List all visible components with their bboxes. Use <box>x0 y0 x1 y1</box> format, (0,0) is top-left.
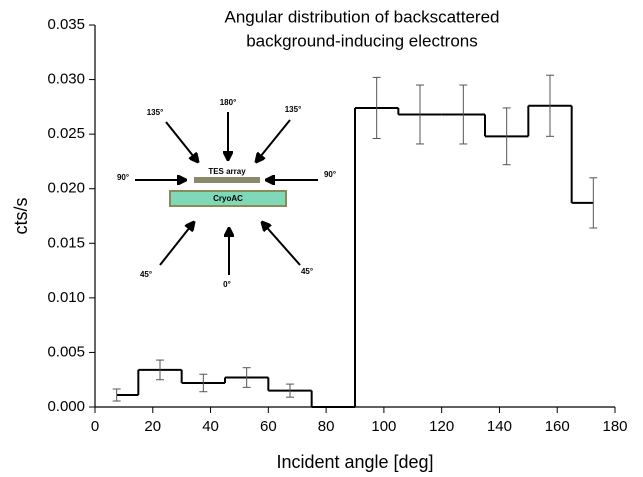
y-tick-label: 0.030 <box>47 71 85 88</box>
x-tick-label: 60 <box>260 418 277 435</box>
inset-label: 0° <box>223 280 231 289</box>
inset-diagram <box>135 112 318 275</box>
y-tick-label: 0.005 <box>47 343 85 360</box>
y-tick-label: 0.020 <box>47 180 85 197</box>
x-tick-label: 20 <box>144 418 161 435</box>
x-tick-label: 40 <box>202 418 219 435</box>
x-tick-label: 100 <box>371 418 396 435</box>
arrow <box>165 121 198 162</box>
y-tick-label: 0.025 <box>47 125 85 142</box>
x-tick-label: 0 <box>91 418 99 435</box>
inset-label: TES array <box>208 167 246 176</box>
x-tick-label: 120 <box>429 418 454 435</box>
x-tick-label: 160 <box>545 418 570 435</box>
inset-label: 45° <box>301 267 313 276</box>
inset-label: CryoAC <box>213 194 243 203</box>
chart-title: background-inducing electrons <box>246 31 478 50</box>
x-tick-label: 80 <box>318 418 335 435</box>
tes-array <box>194 177 260 183</box>
arrow <box>262 222 301 266</box>
y-axis-label: cts/s <box>11 197 31 234</box>
inset-label: 90° <box>324 170 336 179</box>
x-tick-label: 180 <box>602 418 627 435</box>
inset-label: 135° <box>285 105 302 114</box>
x-axis-label: Incident angle [deg] <box>276 452 433 472</box>
inset-label: 180° <box>220 98 237 107</box>
cryoac <box>169 190 287 207</box>
arrow <box>256 119 291 162</box>
y-tick-label: 0.010 <box>47 289 85 306</box>
chart-title: Angular distribution of backscattered <box>225 7 500 26</box>
y-tick-label: 0.015 <box>47 234 85 251</box>
inset-label: 90° <box>117 173 129 182</box>
arrow <box>159 222 194 266</box>
y-tick-label: 0.000 <box>47 398 85 415</box>
x-tick-label: 140 <box>487 418 512 435</box>
inset-label: 135° <box>147 108 164 117</box>
inset-label: 45° <box>140 270 152 279</box>
y-tick-label: 0.035 <box>47 16 85 33</box>
